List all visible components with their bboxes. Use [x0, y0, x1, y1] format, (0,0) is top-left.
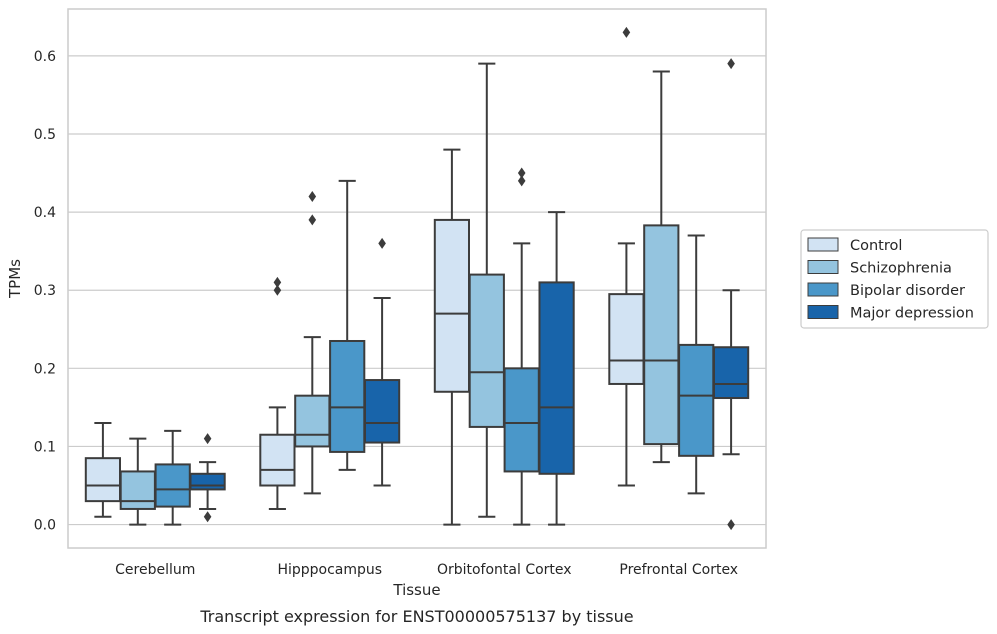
box-bipolar-disorder [678, 234, 715, 495]
y-tick-label: 0.5 [34, 127, 56, 143]
box-body [538, 281, 575, 475]
outlier-point [727, 519, 735, 531]
box-bipolar-disorder [329, 179, 366, 471]
box-body [189, 472, 226, 491]
box-body [363, 379, 401, 444]
chart-caption: Transcript expression for ENST0000057513… [199, 607, 633, 626]
box-major-depression [538, 211, 575, 526]
outlier-point [203, 433, 212, 445]
x-tick-label: Cerebellum [115, 562, 195, 578]
outlier-point [203, 511, 212, 523]
outlier-point [378, 237, 386, 249]
outlier-point [517, 167, 526, 179]
box-body [259, 433, 296, 487]
legend-swatch [807, 260, 839, 274]
x-axis-title: Tissue [392, 581, 440, 599]
box-body [643, 224, 680, 446]
legend: Control Schizophrenia Bipolar disorder Majo… [800, 229, 989, 329]
outlier-point [273, 284, 282, 296]
x-tick-label: Prefrontal Cortex [619, 562, 738, 578]
outlier-point [622, 26, 631, 38]
y-axis-ticks: 0.0 0.1 0.2 0.3 0.4 0.5 0.6 [34, 49, 56, 534]
outlier-point [273, 276, 282, 288]
x-axis-ticks: Cerebellum Hipppocampus Orbitofontal Corte… [115, 562, 738, 578]
box-body [503, 367, 540, 473]
box-body [294, 394, 331, 448]
box-schizophrenia [643, 70, 680, 464]
plot-frame [67, 8, 767, 549]
box-body [119, 470, 156, 510]
legend-label: Major depression [850, 306, 974, 322]
outlier-point [727, 58, 735, 70]
box-body [678, 343, 715, 457]
legend-label: Schizophrenia [850, 261, 952, 277]
box-body [329, 339, 366, 453]
box-major-depression [189, 433, 226, 523]
legend-swatch [807, 305, 839, 319]
y-tick-label: 0.4 [34, 205, 56, 221]
box-control [259, 276, 296, 510]
box-control [84, 422, 122, 518]
outlier-point [517, 175, 526, 187]
outlier-point [308, 190, 317, 202]
box-body [712, 346, 750, 400]
box-schizophrenia [294, 190, 331, 495]
boxes [84, 26, 750, 531]
x-tick-label: Orbitofontal Cortex [437, 562, 572, 578]
legend-frame [800, 229, 989, 329]
box-schizophrenia [119, 437, 156, 526]
y-tick-label: 0.0 [34, 518, 56, 534]
box-schizophrenia [468, 62, 505, 518]
box-bipolar-disorder [503, 167, 540, 526]
box-bipolar-disorder [154, 429, 191, 526]
outlier-point [308, 214, 317, 226]
box-control [433, 148, 471, 526]
grid-lines [68, 55, 766, 526]
box-body [468, 273, 505, 428]
x-tick-label: Hipppocampus [277, 562, 382, 578]
legend-swatch [807, 237, 839, 252]
box-control [608, 26, 645, 487]
y-axis-title: TPMs [6, 259, 24, 299]
box-body [154, 463, 191, 508]
legend-label: Control [850, 238, 902, 254]
legend-label: Bipolar disorder [850, 283, 965, 299]
legend-swatch [807, 282, 839, 297]
box-major-depression [363, 237, 401, 487]
box-body [608, 293, 645, 385]
box-body [84, 457, 122, 503]
box-major-depression [712, 58, 750, 531]
y-tick-label: 0.1 [34, 439, 56, 455]
box-body [433, 218, 471, 393]
y-tick-label: 0.3 [34, 283, 56, 299]
y-tick-label: 0.2 [34, 361, 56, 377]
y-tick-label: 0.6 [34, 49, 56, 65]
